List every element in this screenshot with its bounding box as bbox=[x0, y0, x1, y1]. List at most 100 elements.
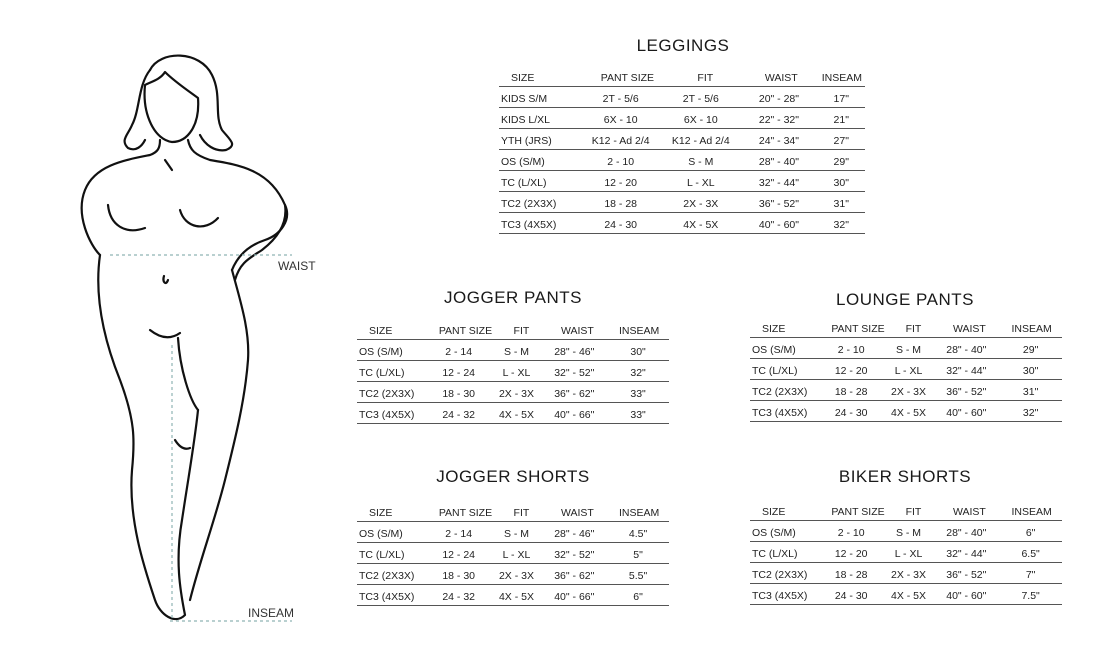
cell-inseam: 6.5" bbox=[1021, 548, 1040, 560]
column-header-pant-size: PANT SIZE bbox=[438, 507, 493, 519]
cell-size: TC (L/XL) bbox=[359, 549, 405, 561]
cell-waist: 32" - 44" bbox=[946, 548, 987, 560]
column-header-waist: WAIST bbox=[952, 323, 986, 335]
cell-inseam: 4.5" bbox=[628, 528, 648, 540]
cell-waist: 36" - 62" bbox=[554, 388, 595, 400]
cell-size: TC2 (2X3X) bbox=[752, 569, 808, 581]
cell-waist: 32" - 44" bbox=[946, 365, 987, 377]
cell-fit: 4X - 5X bbox=[683, 219, 719, 231]
cell-inseam: 7.5" bbox=[1021, 590, 1040, 602]
cell-fit: S - M bbox=[503, 528, 530, 540]
cell-waist: 36" - 52" bbox=[758, 198, 800, 210]
cell-inseam: 5" bbox=[633, 549, 643, 561]
cell-pant-size: 18 - 30 bbox=[442, 388, 476, 400]
cell-pant-size: 2 - 14 bbox=[445, 528, 473, 540]
column-header-inseam: INSEAM bbox=[1011, 506, 1052, 518]
cell-fit: L - XL bbox=[502, 367, 531, 379]
cell-fit: 4X - 5X bbox=[890, 407, 927, 419]
table-header-row: SIZE PANT SIZE FIT WAIST INSEAM bbox=[357, 504, 669, 522]
cell-pant-size: 24 - 30 bbox=[834, 407, 868, 419]
cell-size: OS (S/M) bbox=[359, 528, 403, 540]
inseam-label: INSEAM bbox=[248, 606, 295, 620]
cell-pant-size: 12 - 20 bbox=[834, 365, 868, 377]
cell-size: OS (S/M) bbox=[501, 156, 545, 168]
cell-waist: 28" - 40" bbox=[758, 156, 800, 168]
column-header-fit: FIT bbox=[905, 506, 922, 518]
cell-size: TC (L/XL) bbox=[359, 367, 405, 379]
table-row: KIDS S/M 2T - 5/6 2T - 5/6 20" - 28" 17" bbox=[499, 87, 865, 108]
column-header-fit: FIT bbox=[905, 323, 922, 335]
table-row: OS (S/M) 2 - 14 S - M 28" - 46" 4.5" bbox=[357, 522, 669, 543]
cell-waist: 32" - 44" bbox=[758, 177, 800, 189]
cell-size: TC (L/XL) bbox=[752, 548, 798, 560]
cell-inseam: 32" bbox=[1022, 407, 1039, 419]
cell-size: TC2 (2X3X) bbox=[501, 198, 557, 210]
cell-size: OS (S/M) bbox=[752, 344, 796, 356]
table-row: TC2 (2X3X) 18 - 28 2X - 3X 36" - 52" 31" bbox=[750, 380, 1062, 401]
cell-fit: 2X - 3X bbox=[890, 386, 927, 398]
cell-fit: L - XL bbox=[502, 549, 531, 561]
cell-pant-size: 2T - 5/6 bbox=[602, 93, 639, 105]
column-header-waist: WAIST bbox=[952, 506, 986, 518]
column-header-fit: FIT bbox=[513, 507, 530, 519]
cell-waist: 32" - 52" bbox=[554, 367, 595, 379]
table-row: TC2 (2X3X) 18 - 28 2X - 3X 36" - 52" 31" bbox=[499, 192, 865, 213]
cell-waist: 36" - 62" bbox=[554, 570, 595, 582]
cell-size: TC (L/XL) bbox=[752, 365, 798, 377]
cell-inseam: 6" bbox=[1025, 527, 1036, 539]
cell-inseam: 6" bbox=[633, 591, 643, 603]
cell-waist: 28" - 46" bbox=[554, 346, 595, 358]
cell-pant-size: 2 - 10 bbox=[837, 527, 865, 539]
cell-pant-size: 12 - 20 bbox=[604, 177, 638, 189]
cell-size: TC3 (4X5X) bbox=[359, 409, 415, 421]
cell-fit: 2T - 5/6 bbox=[682, 93, 719, 105]
cell-inseam: 30" bbox=[833, 177, 849, 189]
cell-inseam: 27" bbox=[833, 135, 849, 147]
column-header-pant-size: PANT SIZE bbox=[831, 323, 885, 335]
cell-fit: 2X - 3X bbox=[498, 570, 534, 582]
table-row: TC (L/XL) 12 - 24 L - XL 32" - 52" 32" bbox=[357, 361, 669, 382]
table-header-row: SIZE PANT SIZE FIT WAIST INSEAM bbox=[750, 503, 1062, 521]
cell-pant-size: 24 - 32 bbox=[442, 409, 476, 421]
cell-inseam: 7" bbox=[1025, 569, 1036, 581]
leggings-size-table: SIZE PANT SIZE FIT WAIST INSEAM KIDS S/M 2T - … bbox=[499, 69, 865, 234]
column-header-inseam: INSEAM bbox=[618, 325, 660, 337]
column-header-size: SIZE bbox=[369, 507, 393, 519]
cell-fit: 4X - 5X bbox=[498, 591, 534, 603]
cell-inseam: 32" bbox=[833, 219, 849, 231]
cell-waist: 28" - 46" bbox=[554, 528, 595, 540]
cell-inseam: 5.5" bbox=[628, 570, 648, 582]
cell-pant-size: 12 - 24 bbox=[442, 367, 476, 379]
table-row: TC2 (2X3X) 18 - 28 2X - 3X 36" - 52" 7" bbox=[750, 563, 1062, 584]
jogger-pants-size-table: SIZE PANT SIZE FIT WAIST INSEAM OS (S/M) 2 - 1… bbox=[357, 322, 669, 424]
cell-fit: K12 - Ad 2/4 bbox=[671, 135, 730, 147]
cell-waist: 36" - 52" bbox=[946, 569, 987, 581]
cell-size: YTH (JRS) bbox=[501, 135, 552, 147]
cell-waist: 40" - 60" bbox=[758, 219, 800, 231]
biker-shorts-title: BIKER SHORTS bbox=[838, 467, 972, 486]
table-row: TC (L/XL) 12 - 20 L - XL 32" - 44" 30" bbox=[499, 171, 865, 192]
cell-waist: 28" - 40" bbox=[946, 527, 987, 539]
column-header-pant-size: PANT SIZE bbox=[831, 506, 885, 518]
cell-inseam: 31" bbox=[833, 198, 849, 210]
cell-fit: L - XL bbox=[894, 548, 923, 560]
column-header-pant-size: PANT SIZE bbox=[600, 72, 655, 84]
table-row: TC3 (4X5X) 24 - 30 4X - 5X 40" - 60" 7.5" bbox=[750, 584, 1062, 605]
cell-inseam: 32" bbox=[630, 367, 646, 379]
table-row: TC3 (4X5X) 24 - 32 4X - 5X 40" - 66" 6" bbox=[357, 585, 669, 606]
column-header-waist: WAIST bbox=[560, 507, 594, 519]
cell-waist: 22" - 32" bbox=[758, 114, 800, 126]
table-row: OS (S/M) 2 - 10 S - M 28" - 40" 29" bbox=[750, 338, 1062, 359]
lounge-pants-size-table: SIZE PANT SIZE FIT WAIST INSEAM OS (S/M) 2 - 1… bbox=[750, 320, 1062, 422]
cell-pant-size: 18 - 28 bbox=[604, 198, 638, 210]
cell-waist: 36" - 52" bbox=[946, 386, 987, 398]
column-header-size: SIZE bbox=[762, 506, 786, 518]
column-header-fit: FIT bbox=[513, 325, 530, 337]
cell-pant-size: 24 - 30 bbox=[604, 219, 638, 231]
cell-fit: L - XL bbox=[686, 177, 715, 189]
cell-size: OS (S/M) bbox=[752, 527, 796, 539]
cell-pant-size: 2 - 14 bbox=[445, 346, 473, 358]
cell-size: TC3 (4X5X) bbox=[501, 219, 557, 231]
cell-size: TC (L/XL) bbox=[501, 177, 547, 189]
table-row: TC2 (2X3X) 18 - 30 2X - 3X 36" - 62" 5.5" bbox=[357, 564, 669, 585]
